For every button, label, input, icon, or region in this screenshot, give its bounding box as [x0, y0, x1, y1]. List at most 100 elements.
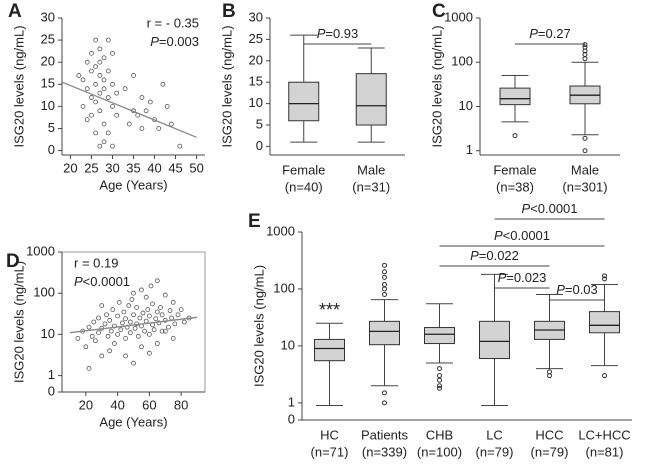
outlier	[382, 269, 387, 275]
point	[104, 312, 109, 318]
point	[119, 320, 125, 326]
point	[84, 117, 90, 123]
point	[143, 294, 149, 300]
point	[131, 73, 136, 78]
outlier	[512, 133, 518, 139]
point	[105, 95, 111, 100]
panel-letter: B	[222, 1, 236, 22]
y-tick-label: 25	[41, 32, 55, 47]
y-tick-label: 30	[249, 9, 263, 24]
n-label: (n=301)	[562, 179, 607, 194]
point	[177, 143, 183, 149]
point	[86, 324, 92, 330]
point	[172, 321, 178, 327]
outlier	[582, 42, 588, 48]
x-tick-label: Male	[571, 162, 599, 177]
panel-letter: A	[8, 1, 22, 22]
point	[89, 333, 95, 339]
point	[145, 307, 151, 312]
point	[158, 305, 163, 310]
p-value: P<0.0001	[521, 201, 577, 216]
point	[139, 126, 145, 131]
point	[101, 55, 107, 61]
point	[110, 143, 115, 149]
x-tick-label: Patients	[361, 427, 408, 442]
outlier	[602, 276, 607, 282]
p-value: P<0.0001	[494, 228, 550, 243]
outlier	[582, 56, 588, 62]
point	[162, 328, 168, 334]
panel-letter: D	[6, 251, 20, 272]
point	[89, 68, 94, 74]
n-label: (n=38)	[496, 179, 534, 194]
p-value: P=0.03	[556, 282, 598, 297]
y-tick-label: 0	[48, 383, 55, 398]
point	[127, 330, 133, 336]
point	[131, 290, 136, 296]
y-axis-label: ISG20 levels (ng/mL)	[11, 261, 26, 383]
y-tick-label: 10	[281, 337, 295, 352]
point	[132, 325, 138, 331]
point	[105, 130, 111, 136]
outlier	[382, 262, 387, 268]
point	[160, 81, 166, 87]
point	[156, 126, 162, 131]
y-tick-label: 30	[41, 9, 55, 24]
x-tick-label: Female	[282, 162, 325, 177]
point	[97, 46, 103, 52]
y-tick-label: 25	[249, 31, 263, 46]
point	[91, 319, 97, 325]
y-tick-label: 10	[41, 98, 55, 113]
y-tick-label: 1	[466, 142, 473, 157]
box	[589, 311, 620, 334]
point	[115, 332, 121, 337]
p-value: P=0.023	[498, 270, 547, 285]
point	[154, 278, 160, 284]
point	[139, 95, 145, 100]
x-tick-label: 30	[105, 160, 119, 175]
point	[116, 299, 122, 305]
point	[86, 365, 92, 371]
x-tick-label: 20	[63, 160, 77, 175]
x-tick-label: Female	[493, 162, 536, 177]
point	[154, 309, 160, 315]
outlier	[437, 366, 442, 372]
point	[93, 130, 99, 136]
outlier	[382, 274, 387, 280]
point	[112, 323, 117, 329]
point	[105, 333, 111, 339]
n-label: (n=71)	[311, 444, 349, 459]
outlier	[582, 44, 588, 50]
point	[118, 327, 124, 333]
point	[93, 99, 99, 105]
point	[80, 103, 86, 109]
point	[89, 95, 94, 100]
box	[288, 81, 320, 122]
point	[92, 338, 98, 344]
point	[156, 320, 162, 326]
x-tick-label: 80	[174, 397, 188, 412]
point	[114, 90, 120, 96]
point	[150, 301, 155, 307]
p-value: P=0.27	[529, 26, 571, 41]
y-axis-label: ISG20 levels (ng/mL)	[11, 25, 26, 147]
point	[170, 299, 176, 305]
point	[148, 283, 154, 289]
outlier	[382, 390, 387, 396]
y-tick-label: 10	[41, 326, 55, 341]
outlier	[437, 383, 442, 389]
y-tick-label: 15	[249, 74, 263, 89]
point	[153, 316, 159, 322]
point	[168, 121, 174, 127]
y-tick-label: 100	[273, 280, 295, 295]
box	[479, 320, 510, 360]
point	[139, 344, 144, 350]
n-label: (n=79)	[476, 444, 514, 459]
point	[147, 99, 153, 105]
point	[135, 333, 141, 339]
box	[424, 327, 455, 345]
y-tick-label: 20	[41, 54, 55, 69]
point	[110, 50, 115, 56]
n-label: (n=81)	[586, 444, 624, 459]
